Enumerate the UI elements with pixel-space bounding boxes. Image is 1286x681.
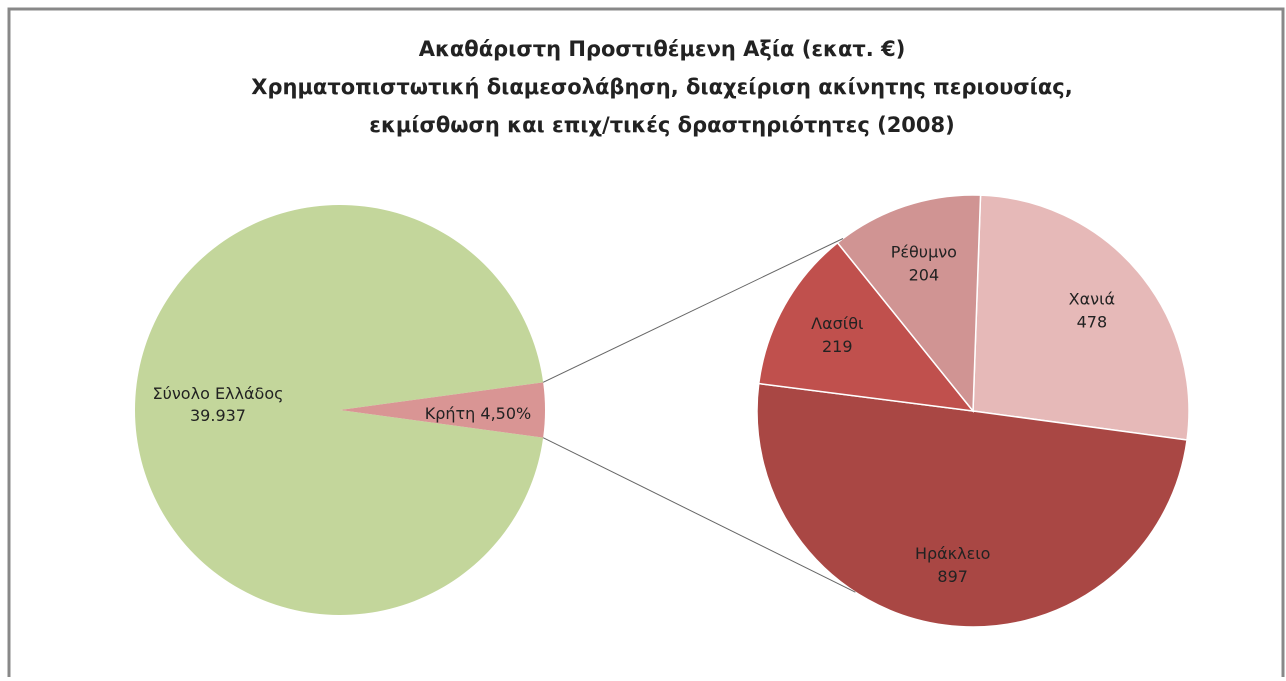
pie-slice [757,241,975,412]
data-label: Ηράκλειο 897 [915,544,990,586]
data-label: Κρήτη 4,50% [425,404,531,423]
category-label: Ηράκλειο [915,544,990,563]
title-line: Ακαθάριστη Προστιθέμενη Αξία (εκατ. €) [419,37,906,61]
data-label: Χανιά 478 [1069,289,1115,331]
category-label: Ρέθυμνο [891,242,957,261]
value-label: 4,50% [480,404,531,423]
chart-title: Ακαθάριστη Προστιθέμενη Αξία (εκατ. €) Χρ… [251,37,1072,137]
category-label: Λασίθι [811,314,863,333]
value-label: 204 [909,265,940,284]
pie-slice [134,204,544,615]
pie-slice [340,382,545,438]
category-label: Χανιά [1069,289,1115,308]
connector-line [542,437,856,593]
pie-slice [836,194,982,414]
title-line: εκμίσθωση και επιχ/τικές δραστηριότητες … [369,113,954,137]
pie-slice [756,382,1188,628]
data-label: Λασίθι 219 [811,314,863,356]
connector-line [542,238,844,383]
value-label: 219 [822,337,853,356]
category-label: Σύνολο Ελλάδος [153,384,284,403]
data-label: Ρέθυμνο 204 [891,242,957,284]
value-label: 39.937 [190,406,246,425]
value-label: 478 [1077,312,1108,331]
category-label: Κρήτη [425,404,476,423]
title-line: Χρηματοπιστωτική διαμεσολάβηση, διαχείρι… [251,75,1072,99]
value-label: 897 [937,567,968,586]
pie-slice [972,194,1190,441]
data-label: Σύνολο Ελλάδος 39.937 [153,384,284,425]
